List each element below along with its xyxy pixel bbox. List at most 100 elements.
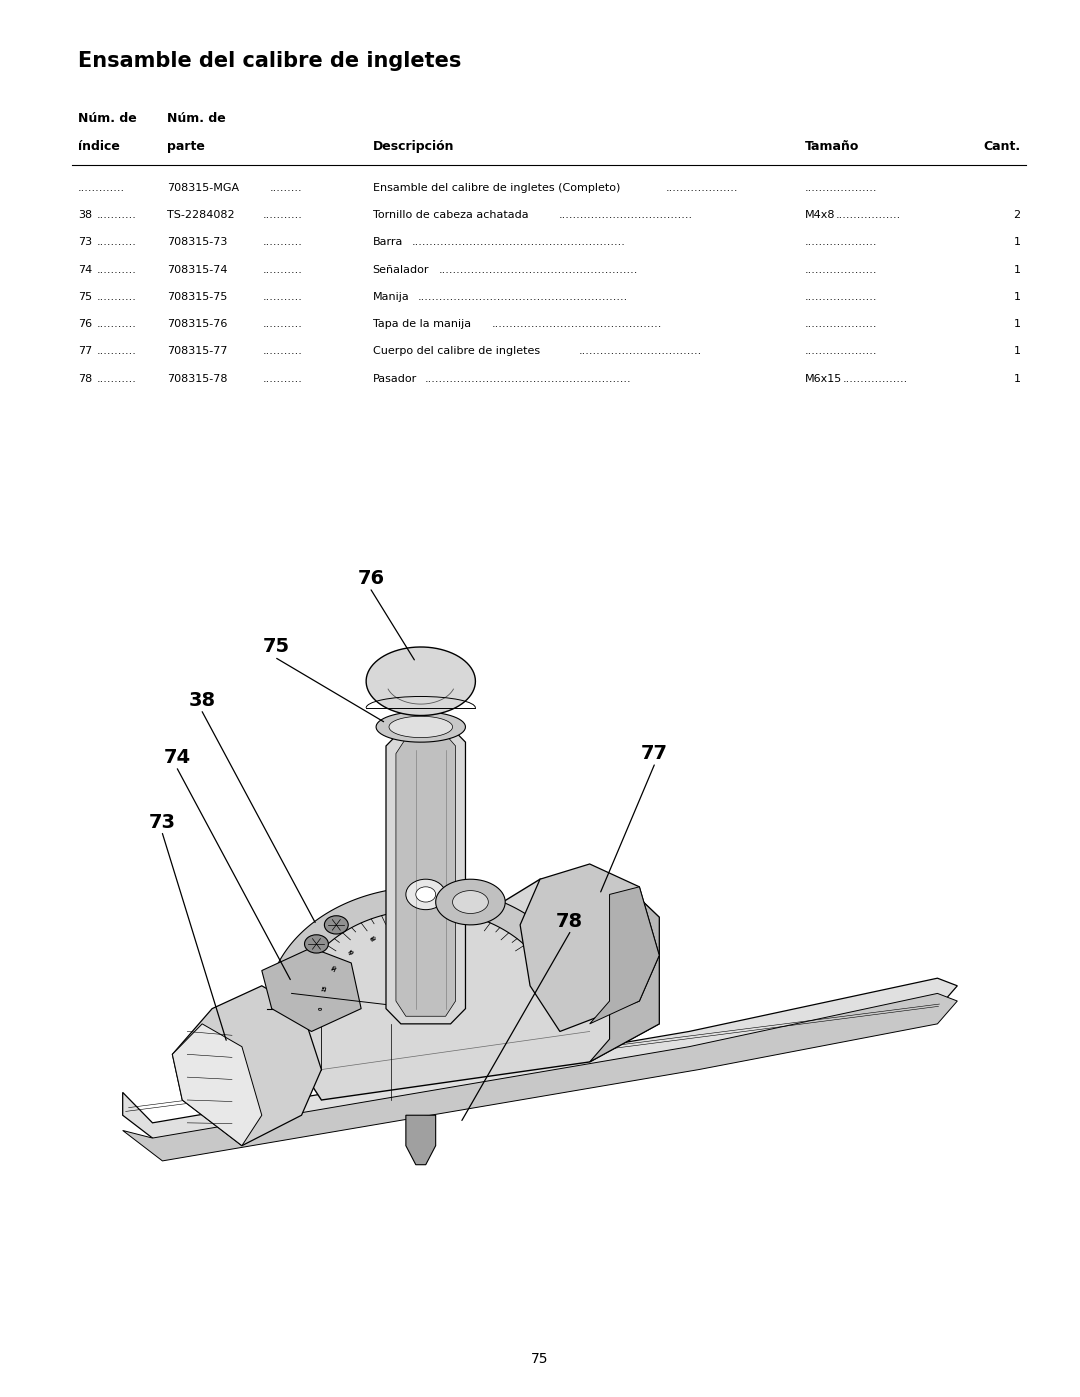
Text: 78: 78: [556, 912, 583, 930]
Text: 708315-73: 708315-73: [167, 237, 228, 247]
Text: ...........: ...........: [97, 374, 137, 384]
Text: ....................: ....................: [805, 237, 877, 247]
Text: ....................: ....................: [805, 265, 877, 275]
Text: ...........: ...........: [97, 346, 137, 356]
Circle shape: [406, 879, 446, 909]
Text: 76: 76: [78, 320, 92, 330]
Text: 73: 73: [78, 237, 92, 247]
Text: ...........: ...........: [97, 292, 137, 302]
Text: Tapa de la manija: Tapa de la manija: [373, 320, 471, 330]
Text: 38: 38: [78, 210, 92, 221]
Text: 708315-76: 708315-76: [167, 320, 228, 330]
Text: 75: 75: [395, 928, 403, 935]
Text: 1: 1: [1014, 374, 1021, 384]
Polygon shape: [389, 717, 453, 738]
Text: ...........: ...........: [262, 320, 302, 330]
Text: .............: .............: [78, 183, 125, 193]
Text: ...............................................: ........................................…: [491, 320, 662, 330]
Text: 1: 1: [1014, 265, 1021, 275]
Text: 75: 75: [264, 637, 291, 657]
Polygon shape: [123, 993, 957, 1161]
Text: 73: 73: [149, 813, 176, 831]
Text: ...........: ...........: [262, 210, 302, 221]
Text: 708315-77: 708315-77: [167, 346, 228, 356]
Text: .........: .........: [270, 183, 302, 193]
Text: 78: 78: [78, 374, 92, 384]
Text: 90: 90: [422, 926, 429, 932]
Text: 60: 60: [369, 936, 378, 943]
Polygon shape: [261, 947, 361, 1031]
Text: Tamaño: Tamaño: [805, 140, 859, 152]
Text: ....................: ....................: [805, 292, 877, 302]
Text: 15: 15: [322, 983, 328, 992]
Text: 76: 76: [357, 569, 384, 588]
Text: Núm. de: Núm. de: [167, 112, 226, 124]
Text: 74: 74: [164, 747, 191, 767]
Text: ...........: ...........: [97, 210, 137, 221]
Polygon shape: [590, 887, 659, 1024]
Text: 1: 1: [1014, 292, 1021, 302]
Text: Descripción: Descripción: [373, 140, 454, 152]
Polygon shape: [453, 891, 488, 914]
Text: M4x8: M4x8: [805, 210, 835, 221]
Circle shape: [324, 916, 348, 935]
Text: M6x15: M6x15: [805, 374, 841, 384]
Text: 1: 1: [1014, 346, 1021, 356]
Text: ....................: ....................: [666, 183, 739, 193]
Text: 74: 74: [78, 265, 92, 275]
Text: 30: 30: [332, 964, 339, 972]
Polygon shape: [590, 879, 659, 1062]
Text: ...........: ...........: [262, 346, 302, 356]
Text: 38: 38: [189, 690, 216, 710]
Text: ..................: ..................: [842, 374, 907, 384]
Text: Ensamble del calibre de ingletes (Completo): Ensamble del calibre de ingletes (Comple…: [373, 183, 620, 193]
Text: Manija: Manija: [373, 292, 409, 302]
Text: Señalador: Señalador: [373, 265, 429, 275]
Text: parte: parte: [167, 140, 205, 152]
Text: Núm. de: Núm. de: [78, 112, 136, 124]
Text: 77: 77: [78, 346, 92, 356]
Polygon shape: [396, 735, 456, 1016]
Text: 708315-74: 708315-74: [167, 265, 228, 275]
Polygon shape: [282, 879, 659, 1099]
Text: 1: 1: [1014, 320, 1021, 330]
Text: 75: 75: [531, 1352, 549, 1366]
Text: .........................................................: ........................................…: [424, 374, 632, 384]
Text: Barra: Barra: [373, 237, 403, 247]
Text: TS-2284082: TS-2284082: [167, 210, 235, 221]
Text: Pasador: Pasador: [373, 374, 417, 384]
Text: 708315-75: 708315-75: [167, 292, 228, 302]
Polygon shape: [366, 647, 475, 715]
Polygon shape: [406, 1115, 435, 1165]
Text: 1: 1: [1014, 237, 1021, 247]
Circle shape: [416, 887, 435, 902]
Text: 75: 75: [78, 292, 92, 302]
Text: ....................: ....................: [805, 346, 877, 356]
Polygon shape: [521, 863, 659, 1031]
Text: 0: 0: [319, 1007, 324, 1010]
Text: 708315-MGA: 708315-MGA: [167, 183, 240, 193]
Polygon shape: [173, 986, 322, 1146]
Text: .......................................................: ........................................…: [438, 265, 637, 275]
Text: ...........: ...........: [262, 237, 302, 247]
Text: Tornillo de cabeza achatada: Tornillo de cabeza achatada: [373, 210, 528, 221]
Text: Cant.: Cant.: [984, 140, 1021, 152]
Text: ...........: ...........: [262, 292, 302, 302]
Text: ...........................................................: ........................................…: [411, 237, 625, 247]
Polygon shape: [376, 711, 465, 742]
Text: Ensamble del calibre de ingletes: Ensamble del calibre de ingletes: [78, 50, 461, 71]
Polygon shape: [386, 726, 465, 1024]
Text: ...........: ...........: [97, 237, 137, 247]
Text: índice: índice: [78, 140, 120, 152]
Text: ...........: ...........: [97, 320, 137, 330]
Text: ..........................................................: ........................................…: [418, 292, 629, 302]
Text: 2: 2: [1013, 210, 1021, 221]
Text: ...........: ...........: [262, 265, 302, 275]
Text: .....................................: .....................................: [558, 210, 693, 221]
Circle shape: [305, 935, 328, 953]
Text: 77: 77: [640, 745, 667, 763]
Text: 708315-78: 708315-78: [167, 374, 228, 384]
Text: ...........: ...........: [262, 374, 302, 384]
Text: ....................: ....................: [805, 183, 877, 193]
Text: ...........: ...........: [97, 265, 137, 275]
